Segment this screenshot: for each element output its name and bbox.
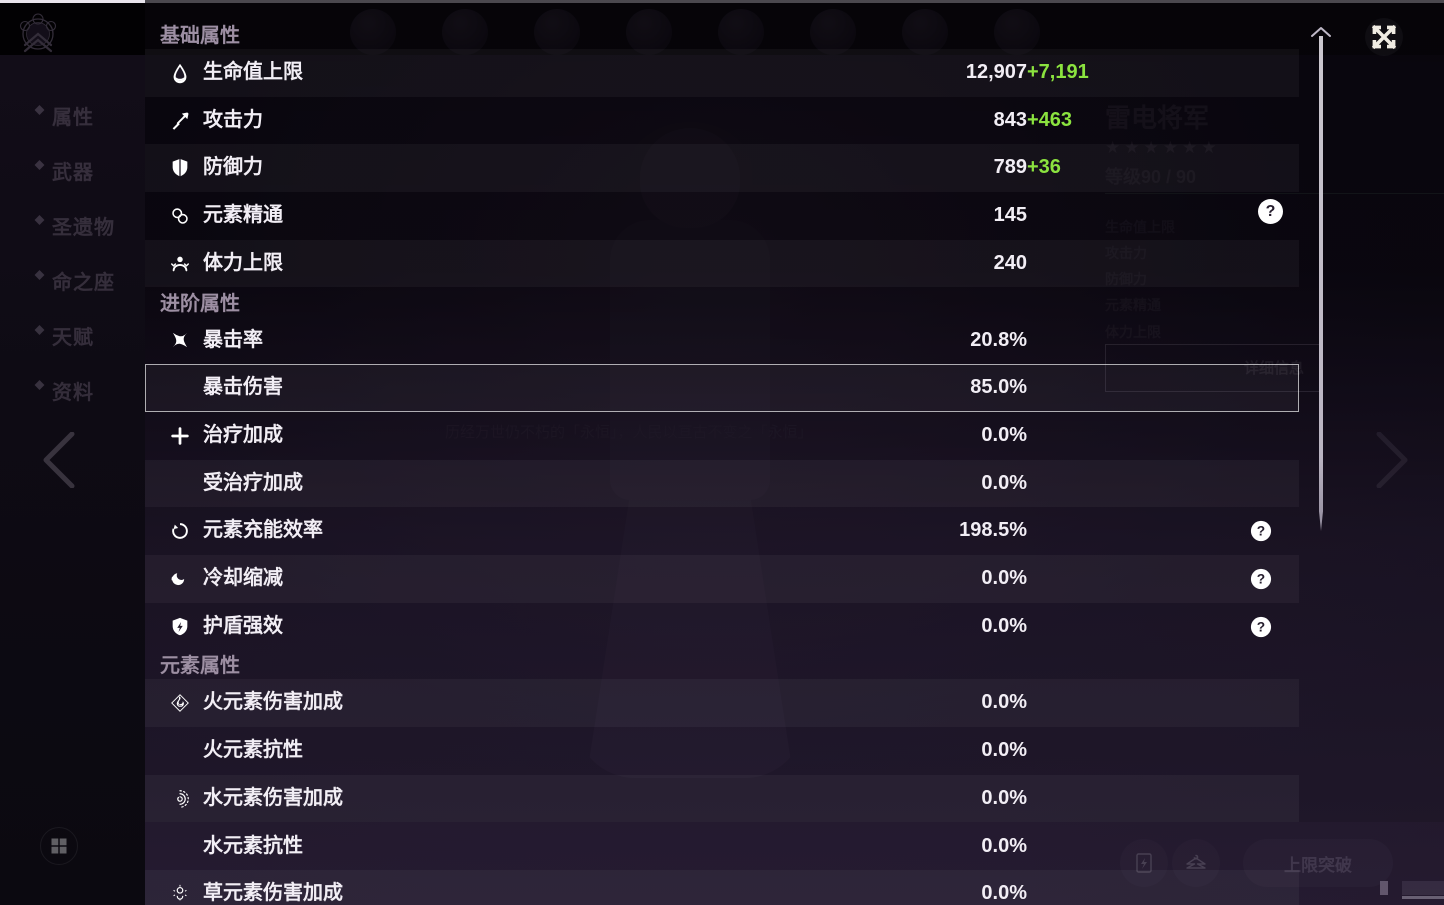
svg-text:?: ? xyxy=(1257,524,1265,539)
svg-text:?: ? xyxy=(1257,571,1265,586)
svg-text:?: ? xyxy=(1257,619,1265,634)
